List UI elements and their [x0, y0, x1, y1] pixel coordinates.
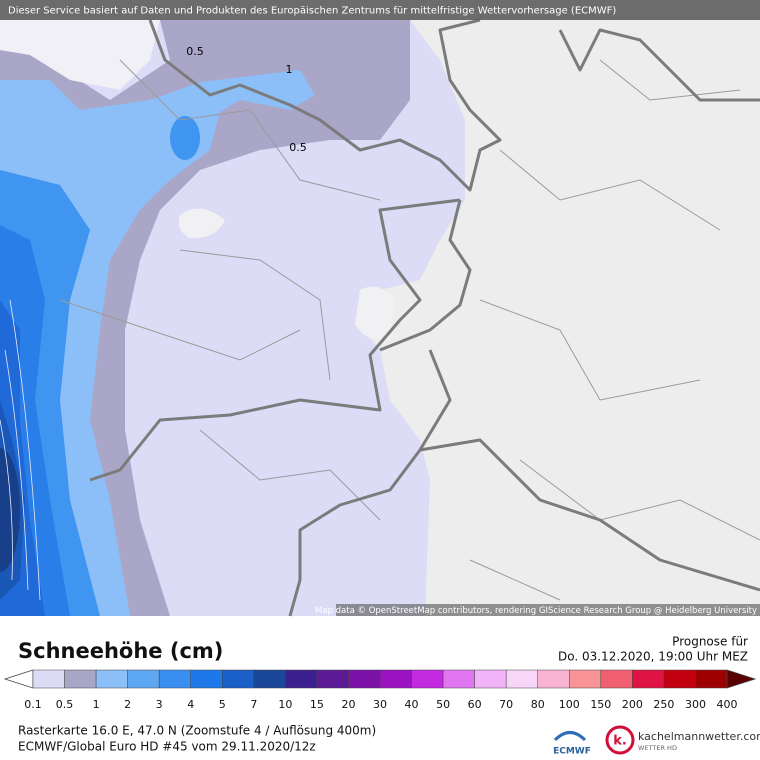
ecmwf-logo: ECMWF	[553, 747, 591, 757]
colorbar-swatch	[95, 669, 128, 689]
colorbar-label: 4	[187, 698, 194, 711]
colorbar-label: 400	[717, 698, 738, 711]
country-border	[558, 28, 760, 102]
region-border	[59, 59, 760, 601]
colorbar-swatch	[127, 669, 160, 689]
ecmwf-icon	[553, 731, 587, 742]
site-name: kachelmannwetter.com	[638, 730, 760, 743]
info-line: ECMWF/Global Euro HD #45 vom 29.11.2020/…	[18, 740, 316, 754]
colorbar-label: 10	[278, 698, 292, 711]
colorbar-label: 100	[559, 698, 580, 711]
colorbar-swatch	[190, 669, 223, 689]
colorbar-swatch	[695, 669, 728, 689]
contour-label: 0.5	[186, 45, 204, 58]
country-border	[148, 18, 502, 192]
header-bar	[0, 0, 760, 20]
colorbar-swatch	[632, 669, 665, 689]
colorbar-label: 150	[590, 698, 611, 711]
snow-free-patch	[0, 20, 160, 90]
country-border	[288, 349, 452, 617]
contour-label: 1	[286, 63, 293, 76]
forecast-time: Do. 03.12.2020, 19:00 Uhr MEZ	[558, 650, 748, 664]
site-sub: WETTER HD	[638, 744, 677, 752]
colorbar-label: 0.1	[24, 698, 42, 711]
colorbar-label: 7	[250, 698, 257, 711]
country-border	[419, 438, 760, 592]
colorbar-label: 20	[341, 698, 355, 711]
colorbar-swatch	[285, 669, 318, 689]
colorbar-label: 60	[468, 698, 482, 711]
colorbar-label: 250	[653, 698, 674, 711]
map-credit: Map data © OpenStreetMap contributors, r…	[315, 606, 757, 616]
colorbar-swatch	[379, 669, 412, 689]
credit-bg	[336, 604, 760, 616]
colorbar-label: 80	[531, 698, 545, 711]
isoline	[0, 299, 41, 601]
colorbar-over	[726, 669, 757, 689]
country-border	[89, 198, 461, 482]
colorbar-swatch	[64, 669, 97, 689]
colorbar-swatch	[316, 669, 349, 689]
colorbar-swatch	[474, 669, 507, 689]
legend-title: Schneehöhe (cm)	[18, 639, 223, 663]
colorbar-swatch	[253, 669, 286, 689]
colorbar-swatch	[537, 669, 570, 689]
colorbar-swatch	[32, 669, 65, 689]
country-border	[379, 199, 472, 352]
info-line: Rasterkarte 16.0 E, 47.0 N (Zoomstufe 4 …	[18, 724, 376, 738]
colorbar-swatch	[411, 669, 444, 689]
footer: Rasterkarte 16.0 E, 47.0 N (Zoomstufe 4 …	[18, 724, 760, 757]
colorbar-swatch	[505, 669, 538, 689]
colorbar-label: 200	[622, 698, 643, 711]
colorbar-label: 40	[405, 698, 419, 711]
colorbar-swatch	[569, 669, 602, 689]
colorbar-label: 50	[436, 698, 450, 711]
k-logo-circle	[605, 725, 635, 755]
contour-label: 0.5	[289, 141, 307, 154]
colorbar-label: 5	[219, 698, 226, 711]
colorbar-under	[3, 669, 34, 689]
colorbar-swatch	[663, 669, 696, 689]
snow-zone	[0, 448, 20, 572]
attribution: Dieser Service basiert auf Daten und Pro…	[8, 6, 616, 17]
colorbar-label: 15	[310, 698, 324, 711]
colorbar-swatch	[442, 669, 475, 689]
map: 0.5 1 0.5 Map data © OpenStreetMap contr…	[0, 0, 760, 617]
k-logo: k.	[613, 734, 627, 749]
legend: Schneehöhe (cm) Prognose für Do. 03.12.2…	[3, 635, 757, 711]
snow-zone	[170, 116, 200, 160]
colorbar-swatch	[600, 669, 633, 689]
colorbar-label: 30	[373, 698, 387, 711]
colorbar-label: 2	[124, 698, 131, 711]
colorbar-label: 300	[685, 698, 706, 711]
colorbar-label: 3	[156, 698, 163, 711]
snow-zone	[0, 70, 315, 616]
forecast-label: Prognose für	[672, 635, 748, 649]
colorbar-swatch	[222, 669, 255, 689]
colorbar-label: 70	[499, 698, 513, 711]
colorbar-swatch	[348, 669, 381, 689]
snow-free-patch	[178, 208, 395, 341]
colorbar-label: 1	[93, 698, 100, 711]
colorbar-swatch	[158, 669, 191, 689]
colorbar-label: 0.5	[56, 698, 74, 711]
